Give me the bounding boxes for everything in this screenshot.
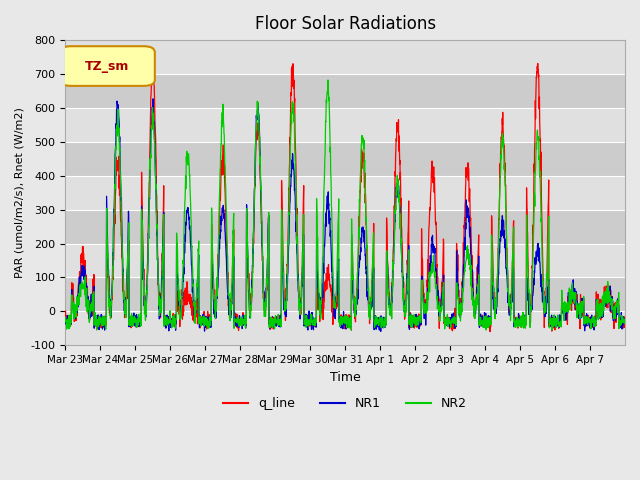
q_line (486, 329, 494, 335)
NR1 (546, 319, 554, 324)
NR2 (548, 327, 556, 333)
NR2 (238, 314, 246, 320)
NR2 (117, 204, 125, 210)
Legend: q_line, NR1, NR2: q_line, NR1, NR2 (218, 392, 472, 415)
q_line (61, 312, 69, 318)
q_line (149, 51, 157, 57)
Bar (65, 40, 625, 74)
NR2 (324, 77, 332, 83)
NR2 (621, 320, 629, 326)
Line: q_line: q_line (65, 54, 625, 332)
NR1 (514, 322, 522, 327)
Y-axis label: PAR (umol/m2/s), Rnet (W/m2): PAR (umol/m2/s), Rnet (W/m2) (15, 107, 25, 278)
NR1 (238, 326, 246, 332)
NR2 (379, 317, 387, 323)
Bar (65, 74, 625, 108)
Bar (65, 142, 625, 176)
Text: TZ_sm: TZ_sm (85, 60, 129, 72)
q_line (117, 233, 125, 239)
q_line (514, 325, 522, 331)
NR1 (61, 317, 69, 323)
q_line (379, 323, 387, 328)
NR2 (61, 317, 69, 323)
NR2 (514, 324, 522, 330)
q_line (546, 315, 554, 321)
Bar (65, 210, 625, 243)
Line: NR1: NR1 (65, 99, 625, 331)
Line: NR2: NR2 (65, 80, 625, 330)
Bar (65, 277, 625, 312)
Bar (65, 176, 625, 210)
FancyBboxPatch shape (60, 46, 155, 86)
q_line (238, 324, 246, 329)
Bar (65, 243, 625, 277)
NR1 (614, 312, 621, 317)
q_line (614, 308, 621, 314)
Title: Floor Solar Radiations: Floor Solar Radiations (255, 15, 436, 33)
NR2 (545, 325, 553, 331)
NR1 (621, 315, 629, 321)
NR1 (117, 198, 125, 204)
Bar (65, 312, 625, 345)
q_line (621, 313, 629, 319)
NR1 (149, 96, 157, 102)
NR1 (377, 328, 385, 334)
Bar (65, 108, 625, 142)
X-axis label: Time: Time (330, 371, 360, 384)
NR1 (380, 325, 387, 331)
NR2 (614, 305, 621, 311)
